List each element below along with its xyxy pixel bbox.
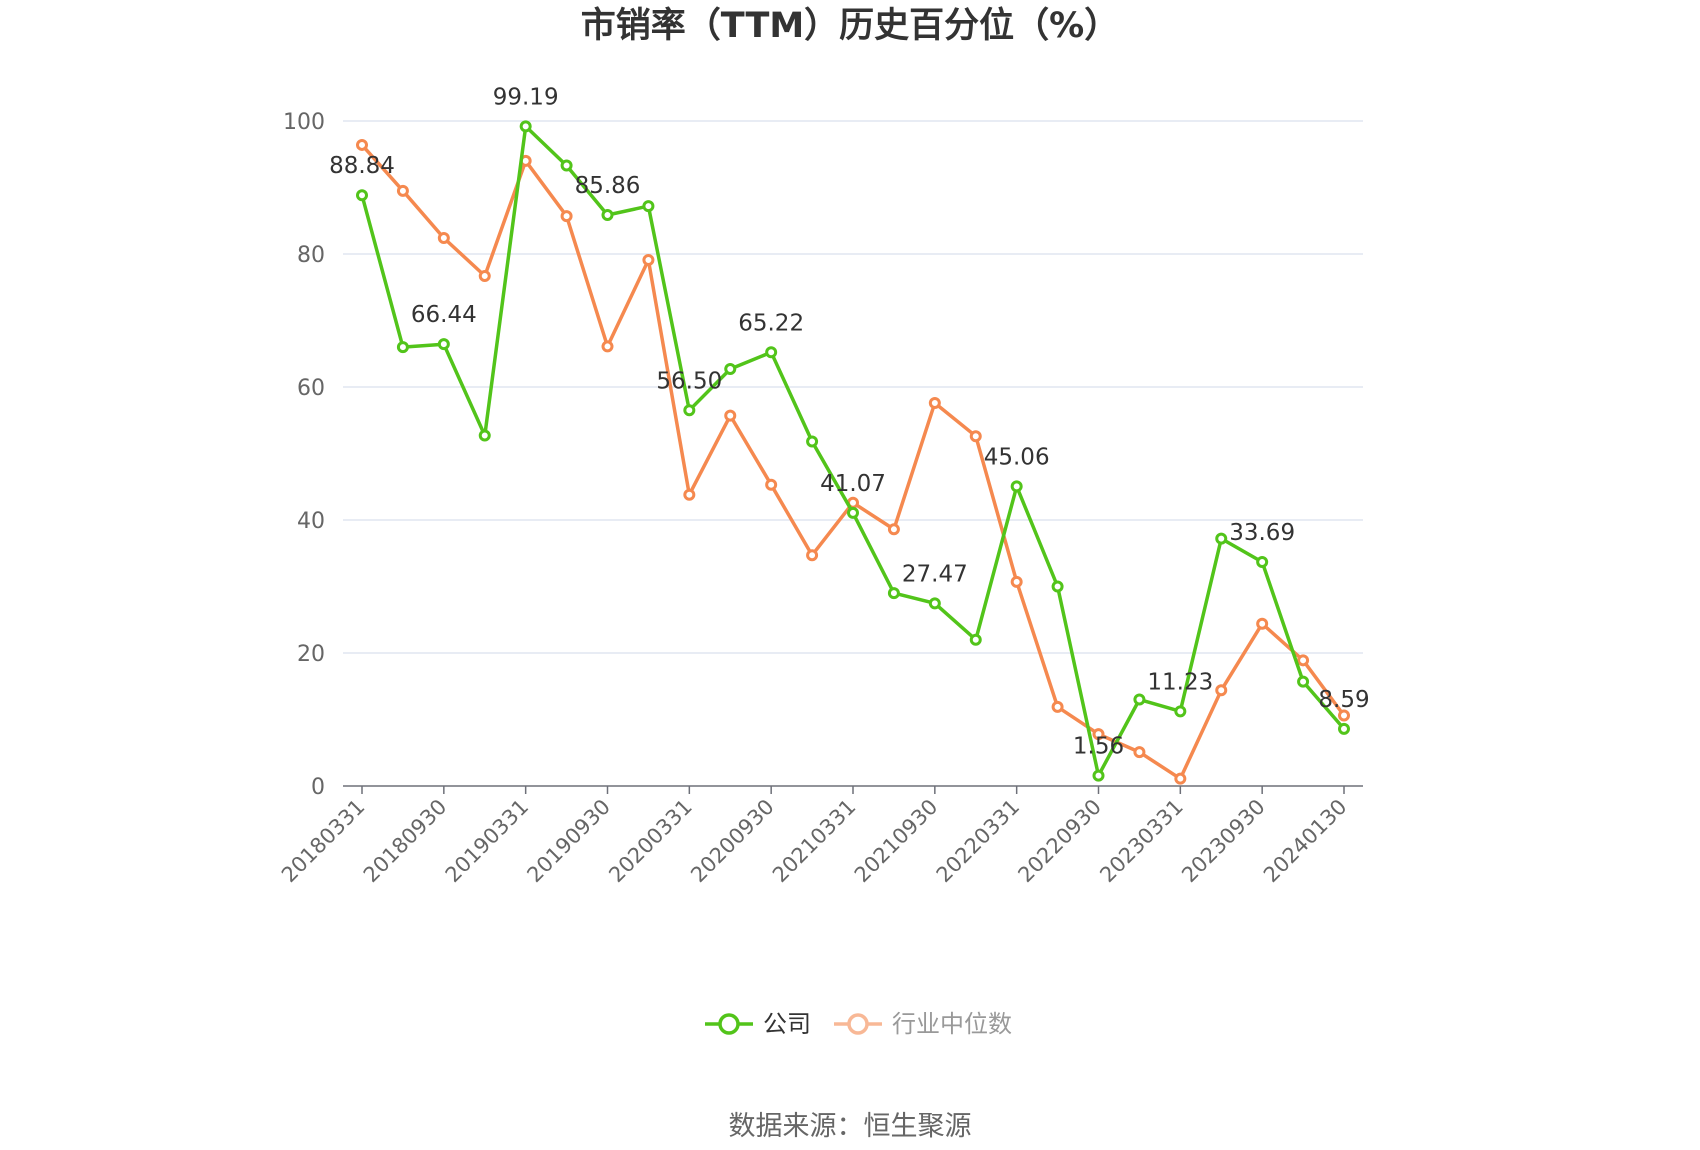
data-point (478, 429, 491, 442)
data-point (601, 340, 614, 353)
legend: 公司 行业中位数 (705, 1010, 1012, 1038)
data-label: 65.22 (738, 310, 804, 336)
x-tick-label: 20220930 (1013, 795, 1106, 888)
x-tick-label: 20180331 (277, 795, 370, 888)
data-point (560, 210, 573, 223)
data-point (887, 523, 900, 536)
data-point (1338, 722, 1350, 735)
legend-item: 公司 (705, 1010, 811, 1038)
data-label: 33.69 (1229, 520, 1295, 546)
data-point (1256, 555, 1269, 568)
data-point (724, 363, 737, 376)
data-point (765, 478, 778, 491)
legend-label: 行业中位数 (892, 1010, 1012, 1038)
data-point (396, 184, 409, 197)
data-point (1092, 728, 1105, 741)
data-point (642, 200, 655, 213)
series-company (356, 120, 1350, 782)
grid-lines (343, 120, 1363, 654)
legend-marker (718, 1013, 740, 1035)
y-tick-label: 0 (311, 775, 325, 800)
x-tick-label: 20190331 (441, 795, 534, 888)
data-point (847, 506, 859, 519)
y-tick-label: 100 (283, 110, 325, 135)
data-point (437, 232, 450, 245)
data-label: 27.47 (902, 561, 968, 587)
data-point (806, 549, 819, 562)
data-point (1297, 654, 1310, 667)
x-tick-label: 20220331 (932, 795, 1025, 888)
chart-title: 市销率（TTM）历史百分位（%） (581, 6, 1119, 46)
data-point (928, 396, 941, 409)
data-point (437, 338, 450, 351)
source-note: 数据来源：恒生聚源 (729, 1111, 972, 1142)
series-industry-median (356, 138, 1350, 785)
x-tick-label: 20210331 (768, 795, 861, 888)
x-tick-label: 20210930 (850, 795, 943, 888)
data-point (887, 587, 900, 600)
series-layer (356, 120, 1350, 785)
data-point (1215, 684, 1228, 697)
data-point (1051, 580, 1064, 593)
data-point (519, 120, 532, 133)
data-point (1174, 772, 1187, 785)
data-point (1297, 675, 1310, 688)
data-point (724, 409, 737, 422)
data-label: 11.23 (1147, 669, 1213, 695)
data-point (683, 404, 696, 417)
data-point (1133, 746, 1146, 759)
data-label: 45.06 (984, 444, 1050, 470)
data-point (806, 435, 819, 448)
data-point (683, 488, 696, 501)
y-tick-label: 40 (297, 509, 325, 534)
x-tick-label: 20190930 (522, 795, 615, 888)
data-point (396, 341, 409, 354)
data-point (969, 633, 982, 646)
data-point (1010, 480, 1023, 493)
y-tick-label: 80 (297, 243, 325, 268)
data-label: 41.07 (820, 471, 886, 497)
legend-item: 行业中位数 (834, 1010, 1012, 1038)
data-point (1051, 700, 1064, 713)
data-point (765, 346, 778, 359)
y-tick-label: 60 (297, 376, 325, 401)
data-point (356, 189, 368, 202)
data-point (478, 269, 491, 282)
data-label: 88.84 (329, 153, 395, 179)
data-label: 56.50 (656, 368, 722, 394)
data-point (1338, 709, 1350, 722)
data-labels: 88.84 66.44 99.19 85.86 56.50 65.22 41.07 27.47… (329, 84, 1370, 759)
data-point (560, 159, 573, 172)
data-point (1133, 693, 1146, 706)
data-point (1215, 532, 1228, 545)
data-point (1092, 769, 1105, 782)
data-label: 66.44 (411, 302, 477, 328)
data-point (969, 430, 982, 443)
data-point (601, 209, 614, 222)
data-point (1256, 617, 1269, 630)
data-point (356, 138, 368, 151)
data-label: 85.86 (575, 173, 641, 199)
x-tick-label: 20230331 (1095, 795, 1188, 888)
x-tick-label: 20180930 (359, 795, 452, 888)
data-label: 99.19 (493, 84, 559, 110)
data-label: 8.59 (1318, 687, 1369, 713)
data-point (1010, 575, 1023, 588)
axes: 0 20 40 60 80 100 2018033120180930201903312019… (277, 110, 1363, 887)
legend-marker (847, 1013, 869, 1035)
data-point (642, 253, 655, 266)
y-tick-label: 20 (297, 642, 325, 667)
data-point (1174, 705, 1187, 718)
legend-label: 公司 (763, 1010, 811, 1038)
data-label: 1.56 (1073, 734, 1124, 760)
x-tick-label: 20240130 (1259, 795, 1352, 888)
data-point (928, 597, 941, 610)
x-tick-label: 20230930 (1177, 795, 1270, 888)
x-tick-label: 20200331 (604, 795, 697, 888)
x-tick-label: 20200930 (686, 795, 779, 888)
